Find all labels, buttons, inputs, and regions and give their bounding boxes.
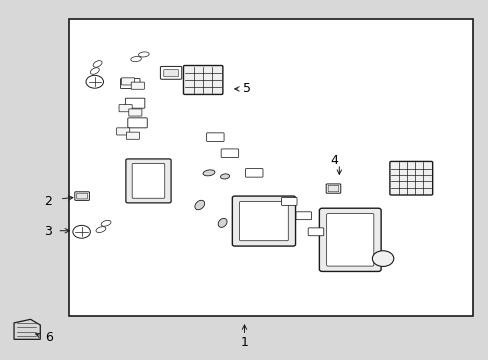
Polygon shape: [14, 319, 40, 339]
Ellipse shape: [220, 174, 229, 179]
FancyBboxPatch shape: [160, 66, 182, 79]
FancyBboxPatch shape: [121, 78, 134, 85]
Ellipse shape: [93, 60, 102, 67]
FancyBboxPatch shape: [163, 69, 178, 77]
Circle shape: [86, 75, 103, 88]
FancyBboxPatch shape: [307, 228, 323, 236]
FancyBboxPatch shape: [125, 98, 144, 108]
Text: 3: 3: [43, 225, 51, 238]
FancyBboxPatch shape: [125, 159, 171, 203]
FancyBboxPatch shape: [77, 193, 87, 199]
Ellipse shape: [96, 227, 105, 233]
FancyBboxPatch shape: [327, 185, 338, 192]
FancyBboxPatch shape: [69, 19, 472, 316]
Ellipse shape: [138, 52, 149, 57]
FancyBboxPatch shape: [131, 82, 144, 89]
FancyBboxPatch shape: [221, 149, 238, 157]
FancyBboxPatch shape: [239, 202, 287, 241]
FancyBboxPatch shape: [126, 132, 139, 139]
FancyBboxPatch shape: [183, 66, 223, 94]
Ellipse shape: [218, 219, 226, 228]
Text: 6: 6: [45, 332, 53, 345]
Circle shape: [73, 225, 90, 238]
FancyBboxPatch shape: [319, 208, 380, 271]
Ellipse shape: [203, 170, 215, 176]
Ellipse shape: [90, 68, 99, 74]
FancyBboxPatch shape: [232, 196, 295, 246]
FancyBboxPatch shape: [132, 163, 164, 198]
FancyBboxPatch shape: [120, 78, 140, 89]
FancyBboxPatch shape: [325, 184, 340, 193]
Circle shape: [372, 251, 393, 266]
FancyBboxPatch shape: [206, 133, 224, 141]
FancyBboxPatch shape: [389, 161, 432, 195]
FancyBboxPatch shape: [295, 212, 311, 220]
FancyBboxPatch shape: [127, 118, 147, 128]
FancyBboxPatch shape: [116, 128, 129, 135]
FancyBboxPatch shape: [128, 109, 142, 116]
FancyBboxPatch shape: [326, 213, 373, 266]
FancyBboxPatch shape: [245, 168, 263, 177]
Text: 4: 4: [330, 154, 338, 167]
Text: 5: 5: [243, 82, 250, 95]
Ellipse shape: [195, 200, 204, 210]
Ellipse shape: [101, 220, 111, 226]
FancyBboxPatch shape: [119, 105, 132, 112]
FancyBboxPatch shape: [75, 192, 89, 201]
Ellipse shape: [130, 57, 141, 62]
FancyBboxPatch shape: [281, 198, 296, 205]
Text: 1: 1: [240, 336, 248, 349]
Text: 2: 2: [43, 195, 51, 208]
